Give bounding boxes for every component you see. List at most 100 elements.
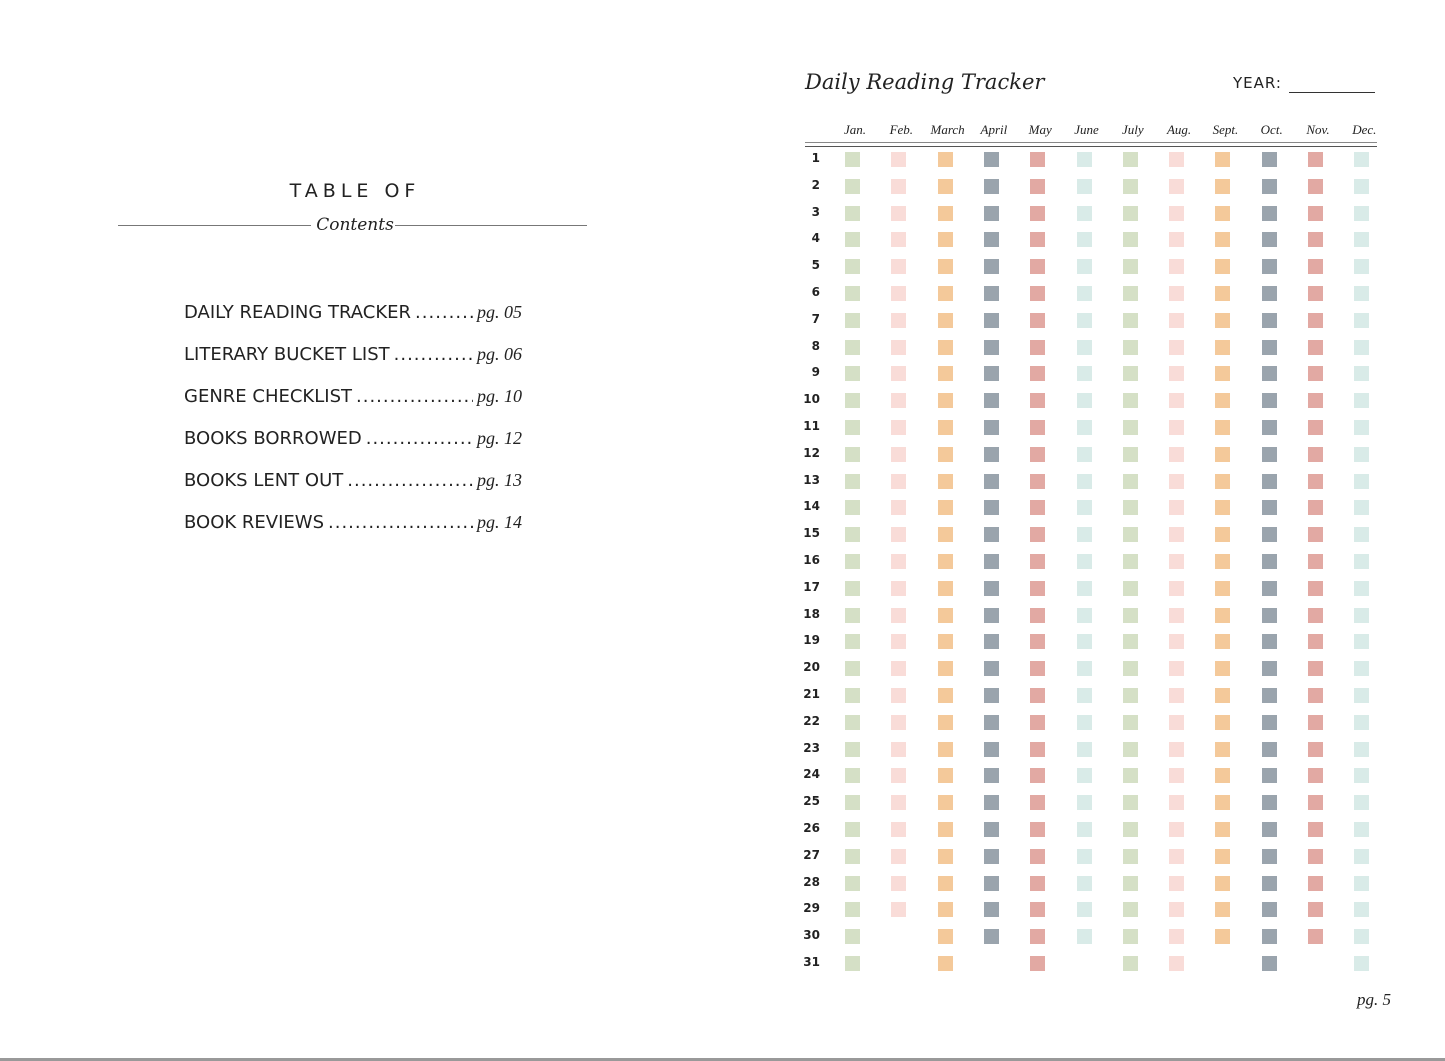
day-checkbox[interactable] <box>1261 688 1277 703</box>
day-checkbox[interactable] <box>1169 393 1185 409</box>
day-checkbox[interactable] <box>1030 902 1046 918</box>
day-checkbox[interactable] <box>1308 312 1323 328</box>
day-checkbox[interactable] <box>1215 875 1231 891</box>
day-checkbox[interactable] <box>891 500 907 516</box>
day-checkbox[interactable] <box>937 259 953 275</box>
day-checkbox[interactable] <box>1030 500 1046 516</box>
day-checkbox[interactable] <box>1076 286 1092 301</box>
day-checkbox[interactable] <box>1261 420 1277 435</box>
day-checkbox[interactable] <box>1354 393 1370 409</box>
day-checkbox[interactable] <box>1169 527 1185 543</box>
day-checkbox[interactable] <box>1076 688 1092 703</box>
day-checkbox[interactable] <box>891 420 907 435</box>
day-checkbox[interactable] <box>983 205 999 221</box>
day-checkbox[interactable] <box>891 875 907 891</box>
day-checkbox[interactable] <box>1169 848 1185 864</box>
day-checkbox[interactable] <box>1308 714 1323 730</box>
toc-item[interactable]: LITERARY BUCKET LIST....................… <box>184 344 522 365</box>
day-checkbox[interactable] <box>1261 554 1277 569</box>
day-checkbox[interactable] <box>1261 446 1277 462</box>
day-checkbox[interactable] <box>1308 875 1323 891</box>
day-checkbox[interactable] <box>845 741 860 757</box>
day-checkbox[interactable] <box>1122 929 1138 945</box>
day-checkbox[interactable] <box>1169 902 1185 918</box>
day-checkbox[interactable] <box>1215 393 1231 409</box>
day-checkbox[interactable] <box>1030 580 1046 596</box>
day-checkbox[interactable] <box>845 259 860 275</box>
day-checkbox[interactable] <box>1261 312 1277 328</box>
day-checkbox[interactable] <box>1076 714 1092 730</box>
day-checkbox[interactable] <box>1215 714 1231 730</box>
day-checkbox[interactable] <box>891 205 907 221</box>
day-checkbox[interactable] <box>845 500 860 516</box>
day-checkbox[interactable] <box>983 446 999 462</box>
day-checkbox[interactable] <box>1354 956 1370 971</box>
day-checkbox[interactable] <box>1308 554 1323 569</box>
day-checkbox[interactable] <box>1261 929 1277 945</box>
day-checkbox[interactable] <box>1030 607 1046 623</box>
day-checkbox[interactable] <box>1076 768 1092 784</box>
day-checkbox[interactable] <box>1215 232 1231 248</box>
day-checkbox[interactable] <box>1076 554 1092 569</box>
day-checkbox[interactable] <box>983 714 999 730</box>
day-checkbox[interactable] <box>1215 607 1231 623</box>
day-checkbox[interactable] <box>845 580 860 596</box>
day-checkbox[interactable] <box>845 554 860 569</box>
day-checkbox[interactable] <box>1076 848 1092 864</box>
day-checkbox[interactable] <box>891 607 907 623</box>
day-checkbox[interactable] <box>891 152 907 167</box>
day-checkbox[interactable] <box>1261 607 1277 623</box>
day-checkbox[interactable] <box>1122 420 1138 435</box>
day-checkbox[interactable] <box>937 232 953 248</box>
day-checkbox[interactable] <box>1076 446 1092 462</box>
day-checkbox[interactable] <box>937 554 953 569</box>
day-checkbox[interactable] <box>1169 232 1185 248</box>
day-checkbox[interactable] <box>1076 902 1092 918</box>
day-checkbox[interactable] <box>1076 741 1092 757</box>
day-checkbox[interactable] <box>1354 607 1370 623</box>
day-checkbox[interactable] <box>845 393 860 409</box>
day-checkbox[interactable] <box>1169 661 1185 677</box>
day-checkbox[interactable] <box>1030 768 1046 784</box>
day-checkbox[interactable] <box>1076 661 1092 677</box>
day-checkbox[interactable] <box>1354 232 1370 248</box>
day-checkbox[interactable] <box>1261 956 1277 971</box>
day-checkbox[interactable] <box>1169 473 1185 489</box>
day-checkbox[interactable] <box>1308 500 1323 516</box>
day-checkbox[interactable] <box>845 366 860 382</box>
day-checkbox[interactable] <box>1215 848 1231 864</box>
day-checkbox[interactable] <box>1308 232 1323 248</box>
day-checkbox[interactable] <box>1261 366 1277 382</box>
day-checkbox[interactable] <box>891 822 907 837</box>
day-checkbox[interactable] <box>1076 473 1092 489</box>
day-checkbox[interactable] <box>891 339 907 355</box>
day-checkbox[interactable] <box>1076 152 1092 167</box>
day-checkbox[interactable] <box>1122 848 1138 864</box>
day-checkbox[interactable] <box>845 420 860 435</box>
day-checkbox[interactable] <box>891 312 907 328</box>
day-checkbox[interactable] <box>937 500 953 516</box>
day-checkbox[interactable] <box>1122 232 1138 248</box>
day-checkbox[interactable] <box>1169 205 1185 221</box>
day-checkbox[interactable] <box>1215 205 1231 221</box>
day-checkbox[interactable] <box>1122 446 1138 462</box>
day-checkbox[interactable] <box>845 607 860 623</box>
day-checkbox[interactable] <box>1261 500 1277 516</box>
day-checkbox[interactable] <box>1308 420 1323 435</box>
day-checkbox[interactable] <box>983 286 999 301</box>
day-checkbox[interactable] <box>845 205 860 221</box>
day-checkbox[interactable] <box>1076 500 1092 516</box>
toc-item[interactable]: DAILY READING TRACKER...................… <box>184 302 522 323</box>
day-checkbox[interactable] <box>1030 312 1046 328</box>
day-checkbox[interactable] <box>891 580 907 596</box>
day-checkbox[interactable] <box>1308 152 1323 167</box>
day-checkbox[interactable] <box>1354 688 1370 703</box>
day-checkbox[interactable] <box>845 768 860 784</box>
day-checkbox[interactable] <box>1076 607 1092 623</box>
day-checkbox[interactable] <box>1308 688 1323 703</box>
day-checkbox[interactable] <box>1030 956 1046 971</box>
day-checkbox[interactable] <box>845 956 860 971</box>
day-checkbox[interactable] <box>1030 741 1046 757</box>
day-checkbox[interactable] <box>891 366 907 382</box>
day-checkbox[interactable] <box>845 473 860 489</box>
